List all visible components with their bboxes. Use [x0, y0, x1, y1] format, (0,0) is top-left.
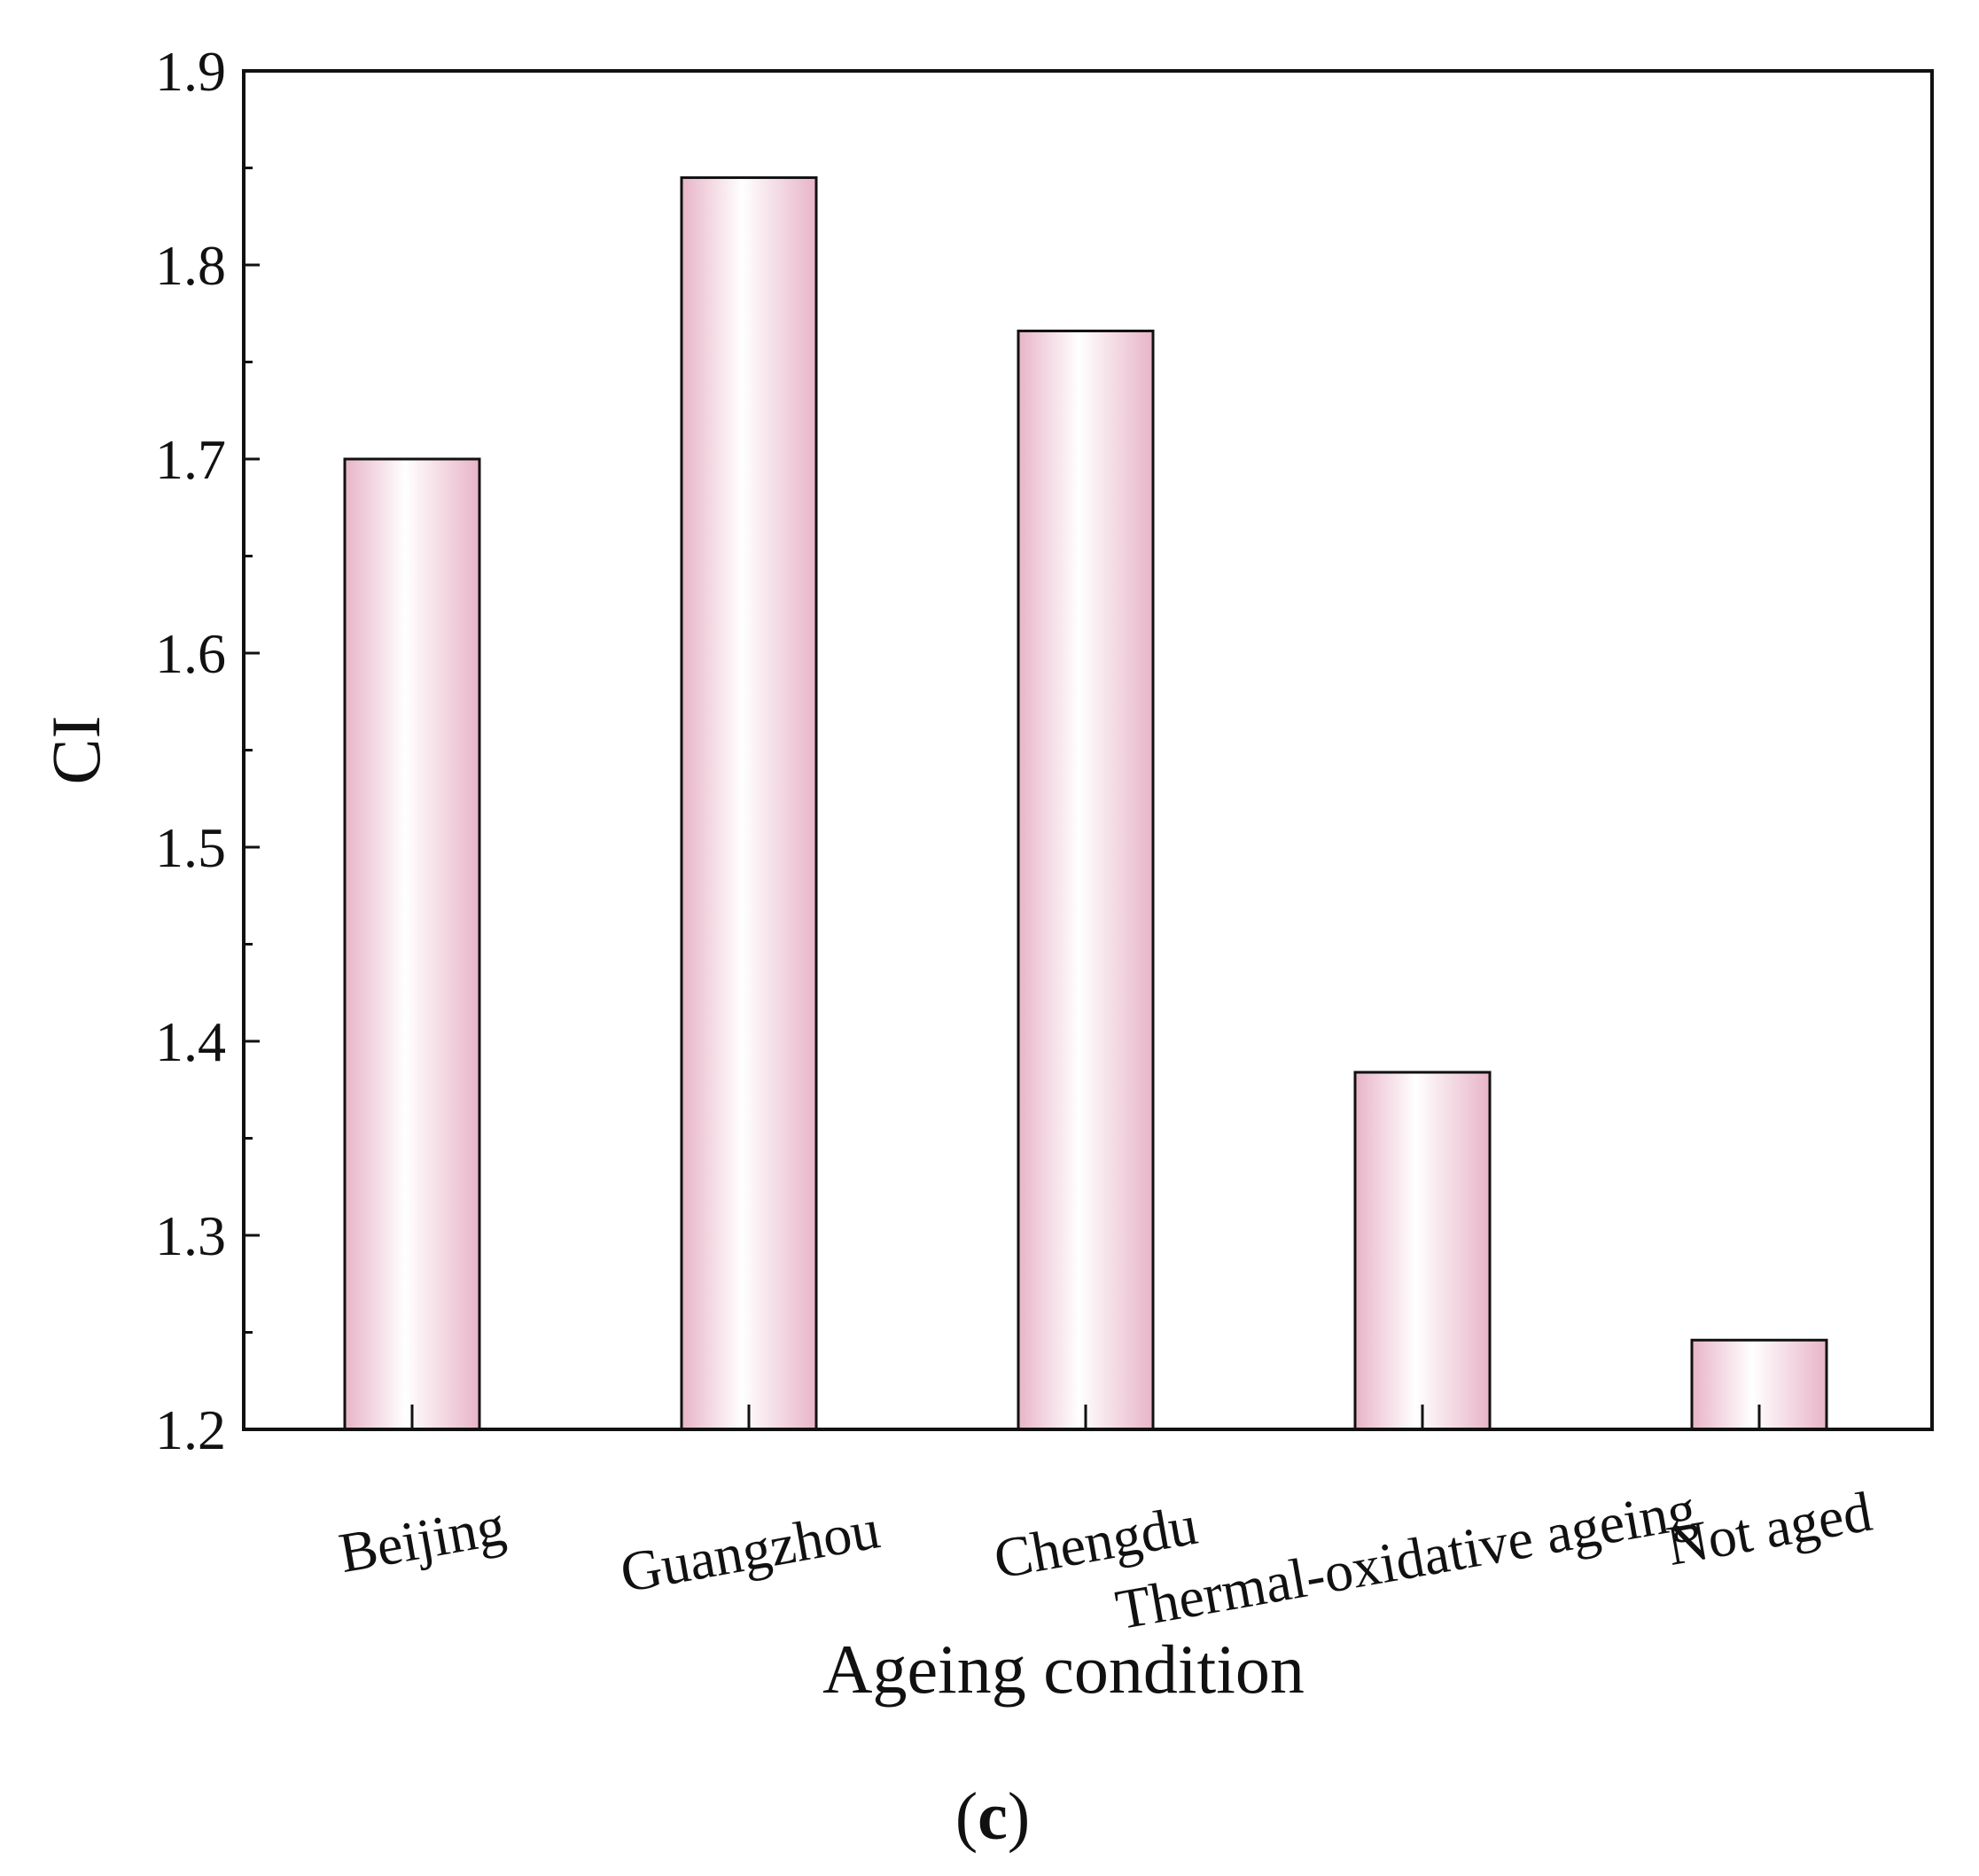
- x-axis-title: Ageing condition: [822, 1631, 1305, 1708]
- figure-caption: (c): [955, 1779, 1030, 1854]
- bar-chengdu: [1017, 329, 1155, 1431]
- caption-letter: c: [978, 1779, 1008, 1854]
- bar-thermal-oxidative-ageing: [1353, 1070, 1492, 1431]
- y-tick-label: 1.4: [155, 1010, 226, 1073]
- y-axis-ticks: 1.2 1.3 1.4 1.5 1.6 1.7 1.8 1.9: [155, 40, 260, 1461]
- bar-beijing: [343, 457, 481, 1431]
- y-tick-label: 1.9: [155, 40, 226, 103]
- y-tick-label: 1.6: [155, 622, 226, 685]
- x-ticks-group: [410, 1405, 1761, 1429]
- y-axis-title: CI: [37, 716, 114, 785]
- y-tick-label: 1.5: [155, 816, 226, 879]
- y-tick-label: 1.7: [155, 428, 226, 491]
- caption-close-paren: ): [1008, 1779, 1030, 1854]
- y-tick-label: 1.8: [155, 234, 226, 297]
- x-tick-label: Guangzhou: [616, 1497, 884, 1604]
- y-tick-label: 1.3: [155, 1204, 226, 1267]
- x-tick-label: Not aged: [1662, 1480, 1876, 1577]
- x-tick-label: Beijing: [334, 1494, 510, 1585]
- bar-guangzhou: [680, 175, 818, 1431]
- x-axis-tick-labels: Beijing Guangzhou ChengduThermal-oxidative…: [334, 1477, 1876, 1641]
- y-tick-label: 1.2: [155, 1398, 226, 1461]
- caption-open-paren: (: [955, 1779, 978, 1854]
- bars-group: [343, 175, 1828, 1431]
- x-tick-label: Thermal-oxidative ageing: [1111, 1477, 1701, 1641]
